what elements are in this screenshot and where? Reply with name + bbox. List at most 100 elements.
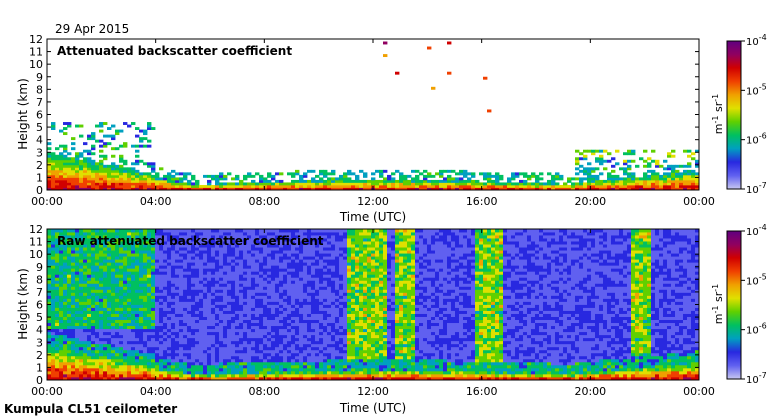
heatmap-cell — [159, 322, 164, 327]
heatmap-cell — [471, 187, 476, 191]
heatmap-cell — [87, 304, 92, 308]
heatmap-cell — [131, 177, 136, 181]
heatmap-cell — [247, 229, 252, 233]
heatmap-cell — [227, 334, 232, 339]
heatmap-cell — [279, 298, 284, 302]
heatmap-cell — [199, 355, 204, 360]
heatmap-cell — [291, 310, 296, 314]
heatmap-cell — [207, 307, 212, 311]
heatmap-cell — [239, 298, 244, 302]
heatmap-cell — [219, 367, 224, 372]
heatmap-cell — [387, 182, 392, 186]
heatmap-cell — [71, 253, 76, 257]
heatmap-cell — [123, 343, 128, 348]
heatmap-cell — [335, 316, 340, 320]
heatmap-cell — [299, 277, 304, 281]
heatmap-cell — [295, 352, 300, 357]
heatmap-cell — [71, 283, 76, 287]
heatmap-cell — [199, 301, 204, 305]
heatmap-cell — [151, 167, 156, 171]
heatmap-cell — [87, 187, 92, 191]
heatmap-cell — [183, 373, 188, 378]
heatmap-cell — [207, 325, 212, 330]
heatmap-cell — [275, 259, 280, 263]
heatmap-cell — [87, 256, 92, 260]
heatmap-cell — [227, 253, 232, 257]
heatmap-cell — [259, 298, 264, 302]
heatmap-cell — [311, 259, 316, 263]
heatmap-cell — [255, 325, 260, 330]
heatmap-cell — [307, 370, 312, 375]
heatmap-cell — [107, 310, 112, 314]
heatmap-cell — [331, 355, 336, 360]
heatmap-cell — [283, 241, 288, 245]
heatmap-cell — [51, 229, 56, 233]
heatmap-cell — [179, 229, 184, 233]
heatmap-cell — [239, 232, 244, 236]
heatmap-cell — [215, 307, 220, 311]
heatmap-cell — [271, 301, 276, 305]
heatmap-cell — [143, 177, 148, 181]
heatmap-cell — [143, 310, 148, 314]
heatmap-cell — [187, 179, 192, 183]
heatmap-cell — [307, 241, 312, 245]
heatmap-cell — [83, 256, 88, 260]
heatmap-cell — [331, 310, 336, 314]
heatmap-cell — [323, 304, 328, 308]
heatmap-cell — [255, 373, 260, 378]
heatmap-cell — [331, 322, 336, 327]
heatmap-cell — [379, 179, 384, 183]
heatmap-cell — [307, 295, 312, 299]
heatmap-cell — [147, 349, 152, 354]
heatmap-cell — [91, 304, 96, 308]
heatmap-cell — [283, 373, 288, 378]
heatmap-cell — [195, 298, 200, 302]
heatmap-cell — [219, 358, 224, 363]
heatmap-cell — [119, 280, 124, 284]
heatmap-cell — [231, 373, 236, 378]
heatmap-cell — [311, 286, 316, 290]
heatmap-cell — [267, 301, 272, 305]
heatmap-cell — [539, 182, 544, 186]
heatmap-cell — [643, 159, 648, 163]
heatmap-cell — [175, 241, 180, 245]
heatmap-cell — [191, 187, 196, 191]
heatmap-cell — [203, 343, 208, 348]
heatmap-cell — [627, 152, 632, 156]
heatmap-cell — [315, 310, 320, 314]
heatmap-cell — [243, 182, 248, 186]
heatmap-cell — [159, 256, 164, 260]
heatmap-cell — [107, 313, 112, 317]
heatmap-cell — [131, 283, 136, 287]
heatmap-cell — [191, 174, 196, 178]
heatmap-cell — [83, 313, 88, 317]
heatmap-cell — [335, 295, 340, 299]
heatmap-cell — [291, 346, 296, 351]
heatmap-cell — [235, 289, 240, 293]
heatmap-cell — [291, 301, 296, 305]
heatmap-cell — [259, 334, 264, 339]
heatmap-cell — [63, 182, 68, 186]
heatmap-cell — [115, 370, 120, 375]
heatmap-cell — [159, 167, 164, 171]
heatmap-cell — [47, 174, 52, 178]
heatmap-cell — [123, 313, 128, 317]
heatmap-cell — [599, 179, 604, 183]
heatmap-cell — [291, 235, 296, 239]
heatmap-cell — [151, 174, 156, 178]
heatmap-cell — [67, 177, 72, 181]
heatmap-cell — [127, 262, 132, 266]
heatmap-cell — [155, 244, 160, 248]
heatmap-cell — [187, 187, 192, 191]
heatmap-cell — [131, 182, 136, 186]
heatmap-cell — [235, 277, 240, 281]
heatmap-cell — [251, 262, 256, 266]
heatmap-cell — [135, 310, 140, 314]
heatmap-cell — [327, 307, 332, 311]
heatmap-cell — [143, 182, 148, 186]
heatmap-cell — [83, 310, 88, 314]
heatmap-cell — [355, 174, 360, 178]
heatmap-cell — [51, 169, 56, 173]
heatmap-cell — [223, 298, 228, 302]
heatmap-cell — [91, 235, 96, 239]
